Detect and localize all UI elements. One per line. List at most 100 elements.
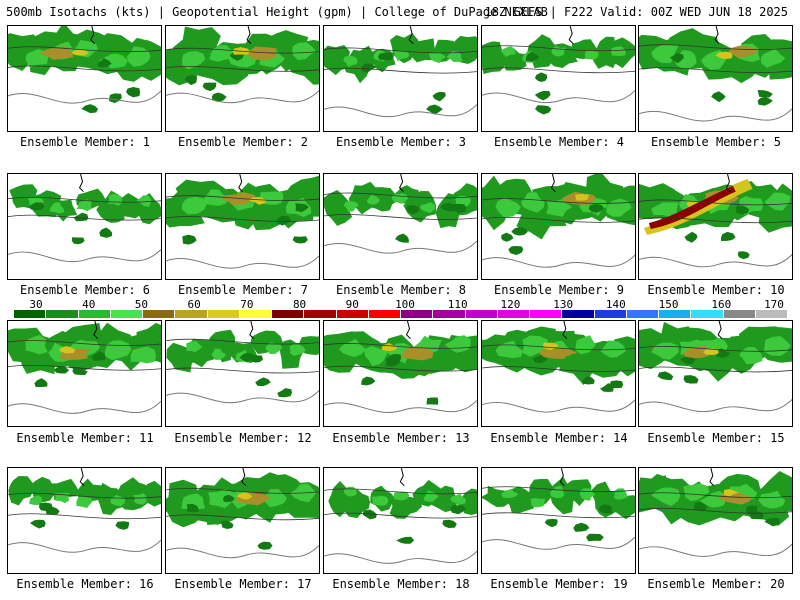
colorbar-tick-label: 100 (395, 298, 415, 311)
isotach-contour-70kt (703, 348, 719, 355)
ensemble-member-label: Ensemble Member: 5 (650, 135, 782, 149)
isotach-contour-40kt (393, 491, 410, 501)
ensemble-panel-12 (165, 320, 320, 427)
colorbar-swatch (594, 310, 627, 318)
isotach-contour-30kt (255, 377, 271, 387)
isotach-contour-40kt (521, 192, 545, 213)
isotach-contour-40kt (501, 488, 519, 499)
ensemble-member-label: Ensemble Member: 4 (493, 135, 625, 149)
ensemble-member-label: Ensemble Member: 10 (647, 283, 785, 297)
ensemble-member-label: Ensemble Member: 15 (647, 431, 785, 445)
isotach-contour-30kt (27, 476, 54, 503)
isotach-contour-70kt (723, 489, 740, 497)
isotach-contour-30kt (501, 232, 514, 242)
isotach-contour-40kt (546, 199, 573, 217)
isotach-contour-30kt (362, 509, 378, 520)
isotach-map (166, 174, 319, 269)
isotach-contour-70kt (59, 346, 76, 354)
geopotential-height-contour (639, 345, 792, 352)
isotach-contour-40kt (49, 202, 65, 214)
state-border (246, 26, 252, 45)
isotach-map (166, 468, 319, 559)
isotach-map (639, 26, 792, 122)
isotach-contour-40kt (29, 495, 43, 506)
geopotential-height-contour (639, 366, 792, 373)
state-border (78, 174, 84, 193)
isotach-contour-30kt (221, 520, 234, 529)
isotach-contour-40kt (419, 202, 436, 214)
ensemble-member-label: Ensemble Member: 18 (332, 577, 470, 591)
geopotential-height-contour (8, 196, 161, 203)
coastline (324, 550, 477, 564)
geopotential-height-contour (166, 195, 319, 201)
ensemble-panel-9 (481, 173, 636, 280)
isotach-contour-30kt (711, 91, 726, 103)
geopotential-height-contour (482, 217, 635, 223)
isotach-contour-30kt (97, 58, 112, 68)
isotach-contour-40kt (186, 341, 203, 353)
geopotential-height-contour (8, 513, 161, 520)
colorbar-tick-label: 90 (345, 298, 359, 311)
state-border (408, 26, 414, 45)
isotach-contour-40kt (363, 345, 390, 367)
ensemble-panel-1 (7, 25, 162, 132)
isotach-map (8, 321, 161, 414)
isotach-contour-30kt (361, 63, 377, 73)
state-border (249, 321, 255, 340)
isotach-contour-30kt (657, 371, 674, 381)
colorbar-tick-label: 120 (500, 298, 521, 311)
geopotential-height-contour (166, 216, 319, 222)
isotach-contour-30kt (8, 475, 34, 506)
state-border (238, 174, 244, 193)
isotach-contour-40kt (611, 46, 626, 57)
geopotential-height-contour (482, 198, 635, 204)
colorbar-swatch (562, 310, 595, 318)
state-border (79, 468, 85, 487)
coastline (166, 90, 319, 104)
coastline (482, 536, 635, 550)
isotach-contour-40kt (760, 48, 786, 68)
isotach-contour-30kt (684, 231, 698, 243)
colorbar-swatch (691, 310, 724, 318)
geopotential-height-contour (8, 214, 161, 221)
isotach-contour-30kt (535, 105, 552, 115)
isotach-contour-40kt (343, 55, 358, 68)
geopotential-height-contour (166, 66, 319, 72)
colorbar-swatch (143, 310, 176, 318)
isotach-contour-30kt (222, 494, 235, 503)
isotach-contour-30kt (292, 236, 308, 244)
geopotential-height-contour (639, 199, 792, 206)
isotach-contour-30kt (361, 376, 376, 386)
isotach-contour-30kt (34, 378, 48, 388)
colorbar-tick-label: 130 (553, 298, 574, 311)
geopotential-height-contour (166, 47, 319, 54)
colorbar-tick-label: 150 (658, 298, 679, 311)
geopotential-height-contour (639, 67, 792, 73)
geopotential-height-contour (482, 512, 635, 519)
ensemble-panel-11 (7, 320, 162, 427)
isotach-contour-40kt (758, 490, 786, 509)
colorbar-tick-label: 160 (711, 298, 732, 311)
isotach-contour-30kt (342, 45, 376, 84)
ensemble-member-label: Ensemble Member: 16 (16, 577, 154, 591)
colorbar-swatch (336, 310, 369, 318)
isotach-contour-40kt (651, 487, 681, 507)
colorbar-swatch (78, 310, 111, 318)
ensemble-panel-18 (323, 467, 478, 574)
geopotential-height-contour (324, 214, 477, 220)
isotach-contour-30kt (184, 75, 197, 86)
isotach-contour-30kt (202, 82, 217, 92)
ensemble-member-label: Ensemble Member: 17 (174, 577, 312, 591)
isotach-contour-40kt (550, 485, 565, 499)
ensemble-panel-10 (638, 173, 793, 280)
isotach-contour-30kt (276, 215, 292, 226)
isotach-contour-30kt (71, 237, 85, 245)
isotach-contour-40kt (366, 194, 380, 205)
isotach-contour-40kt (130, 346, 157, 364)
isotach-contour-30kt (586, 533, 604, 542)
isotach-contour-30kt (525, 51, 540, 62)
isotach-contour-30kt (544, 518, 558, 528)
isotach-contour-40kt (343, 200, 359, 212)
coastline (482, 254, 635, 268)
isotach-map (166, 321, 319, 404)
